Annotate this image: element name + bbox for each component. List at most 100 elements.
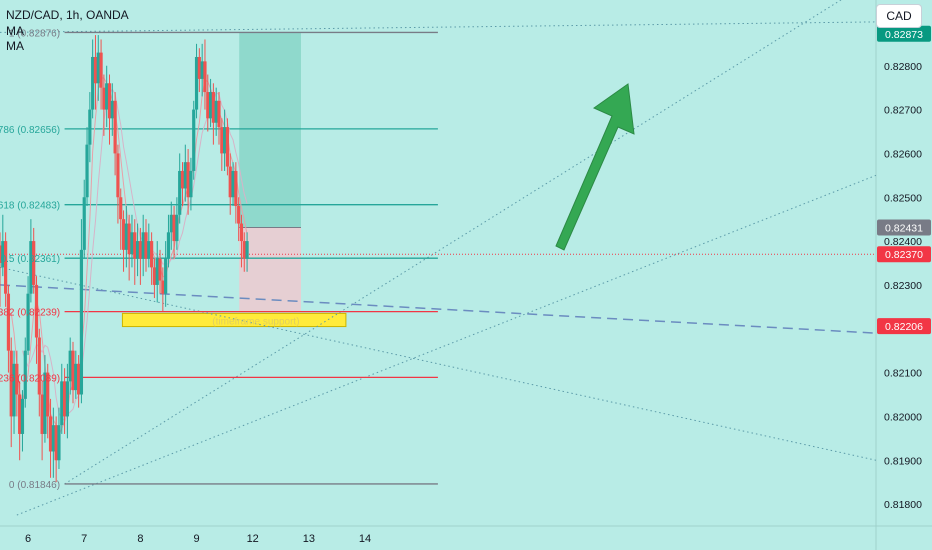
candle-body [15, 363, 19, 395]
candle [175, 197, 179, 250]
candle-body [113, 100, 117, 154]
candle-body [183, 162, 187, 189]
candle [29, 219, 33, 303]
candle-body [228, 166, 232, 198]
candle [127, 214, 131, 281]
candle-body [239, 223, 244, 242]
candle [1, 214, 5, 277]
stop-loss-zone [239, 227, 301, 312]
candle-body [88, 109, 92, 145]
candle-body [37, 337, 41, 395]
fib-level-label: 0.618 (0.82483) [0, 201, 60, 212]
candle-body [82, 197, 86, 250]
candle [57, 407, 61, 470]
candle-body [150, 241, 154, 268]
price-axis-tick: 0.81800 [884, 499, 922, 511]
candle [62, 368, 67, 434]
candle [79, 219, 84, 404]
candle-body [77, 363, 81, 395]
candle [197, 48, 201, 93]
candle [228, 153, 232, 215]
candle [217, 92, 221, 145]
indicator-ma-2[interactable]: MA [6, 39, 24, 53]
candle [20, 390, 25, 452]
candle-body [161, 280, 165, 294]
candle [183, 144, 187, 202]
candle-body [141, 232, 145, 259]
candle [48, 398, 53, 478]
price-badge: 0.82370 [877, 246, 931, 263]
candle-body [200, 61, 204, 79]
candle-body [40, 394, 44, 434]
candle [214, 87, 218, 136]
candle-body [71, 350, 75, 391]
candle [113, 92, 117, 176]
dashed-trend-line [0, 284, 877, 334]
candle-body [46, 372, 50, 417]
time-axis-tick: 13 [303, 533, 315, 545]
candle [37, 328, 41, 417]
candle [194, 43, 199, 119]
candle-body [220, 127, 224, 154]
candle-body [242, 241, 246, 259]
candle-body [54, 425, 58, 461]
candle [9, 337, 13, 448]
candle [124, 206, 128, 268]
candle [152, 258, 157, 299]
candle [60, 363, 64, 434]
candle [206, 74, 210, 132]
candle-body [57, 425, 61, 461]
candle [231, 162, 235, 207]
take-profit-zone [239, 32, 301, 228]
trend-line [0, 21, 877, 33]
candle-body [62, 381, 67, 417]
currency-button[interactable]: CAD [876, 4, 922, 28]
candle [161, 267, 165, 312]
time-axis-tick: 14 [359, 533, 371, 545]
bullish-arrow-icon [555, 83, 635, 251]
candle [138, 227, 142, 285]
candle [239, 214, 244, 268]
price-axis-tick: 0.82300 [884, 280, 922, 292]
candle-body [99, 52, 103, 88]
indicator-ma-1[interactable]: MA [6, 24, 24, 38]
candle-body [65, 381, 69, 417]
candle-body [12, 363, 16, 417]
candle-body [79, 249, 84, 395]
candle-body [4, 241, 8, 294]
price-badge-box [877, 25, 931, 42]
support-zone-label: (timeframe support) [212, 317, 299, 328]
candle [203, 39, 207, 110]
candle-body [116, 153, 120, 198]
candle [208, 78, 213, 128]
candle-body [107, 83, 112, 119]
candle [34, 276, 39, 364]
candle [26, 276, 30, 356]
time-axis-tick: 6 [25, 533, 31, 545]
candle-body [85, 144, 89, 198]
candle [88, 92, 92, 163]
price-axis-tick: 0.82700 [884, 105, 922, 117]
candle-body [223, 127, 227, 154]
candle [32, 227, 36, 294]
time-axis-tick: 9 [193, 533, 199, 545]
candle-body [20, 398, 25, 434]
candle [71, 341, 75, 404]
candle [245, 232, 249, 272]
candle [96, 35, 100, 101]
candle-body [155, 258, 159, 285]
candle [121, 210, 126, 272]
candle [107, 74, 112, 145]
price-badge-box [877, 318, 931, 335]
candle [105, 65, 109, 128]
candle-body [203, 61, 207, 93]
price-badge: 0.82206 [877, 318, 931, 335]
candle [164, 241, 168, 307]
candle [12, 350, 16, 434]
fib-level-label: 1 (0.82876) [9, 28, 60, 39]
candle-body [158, 258, 162, 281]
candle [220, 118, 224, 171]
trend-line [0, 266, 877, 461]
